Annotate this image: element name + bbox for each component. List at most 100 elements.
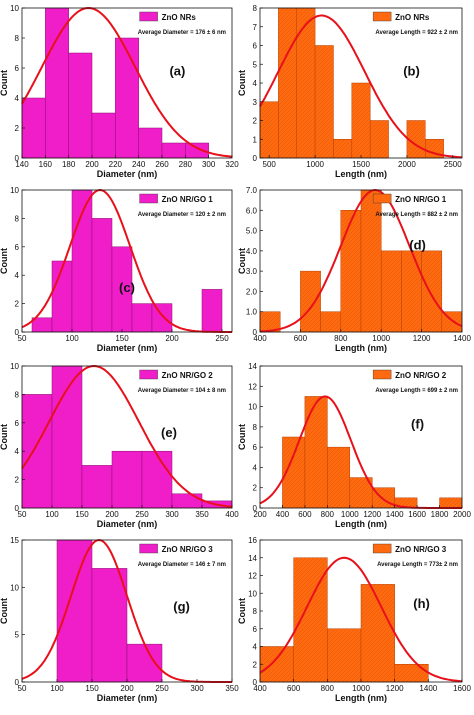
x-tick-label: 160 [39,160,53,169]
bar [111,450,143,509]
bar [201,289,223,333]
legend-label: ZnO NRs [162,13,197,22]
bar-hatch [327,447,350,508]
average-annotation: Average Diameter = 146 ± 7 nm [138,562,226,568]
bar [151,303,173,333]
y-tick-label: 7 [253,23,258,32]
legend-label: ZnO NR/GO 3 [162,545,214,554]
y-tick-label: 2 [15,124,20,133]
x-tick-label: 600 [298,510,312,519]
fit-curve [21,6,233,158]
legend-swatch [139,193,158,204]
bar-hatch [327,628,361,682]
panel-h: 400 600 800 1000 1200 1400 1600 0 2 4 6 8 10 12 14 16 Le… [237,536,471,703]
legend-label: ZnO NR/GO 1 [162,195,214,204]
bar-hatch [282,437,305,508]
panel-label: (e) [161,425,177,440]
x-tick-label: 50 [18,510,27,519]
y-tick-label: 7.0 [246,186,258,195]
x-axis-title: Length (nm) [335,519,387,529]
bar-hatch [361,190,382,332]
plot-frame [259,189,463,333]
x-tick-label: 200 [85,160,99,169]
x-tick-label: 220 [109,160,123,169]
y-tick-label: 6 [15,419,20,428]
bar-hatch [421,250,442,332]
legend-swatch [139,11,158,22]
fit-curve [21,188,232,333]
bar [171,493,203,509]
y-tick-label: 10 [10,4,19,13]
bar-hatch [439,497,462,508]
x-tick-label: 2000 [453,510,471,519]
x-tick-label: 50 [18,684,27,693]
x-axis-title: Diameter (nm) [97,693,158,703]
bar [131,303,153,333]
average-annotation: Average Length = 922 ± 2 nm [375,30,458,36]
bar-hatch [320,311,341,332]
x-tick-label: 350 [225,684,239,693]
y-tick-label: 16 [248,536,257,545]
y-tick-label: 15 [10,536,19,545]
y-tick-label: 6 [253,443,258,452]
x-tick-label: 1500 [352,160,370,169]
panel-a: 140 160 180 200 220 240 260 280 300 320 0 2 4 6 8 10 Dia… [0,4,239,179]
y-axis-title: Count [237,248,247,274]
y-tick-label: 4 [253,79,258,88]
bar [56,539,93,683]
bar [21,97,46,159]
x-tick-label: 1600 [408,510,426,519]
y-axis-title: Count [0,248,9,274]
legend-label: ZnO NR/GO 2 [162,371,214,380]
y-tick-label: 8 [253,4,258,13]
bar-hatch [394,664,429,682]
y-tick-label: 6 [253,42,258,51]
bar-hatch [349,477,373,508]
y-tick-label: 0 [253,328,258,337]
average-annotation: Average Diameter = 104 ± 8 nm [138,388,226,394]
y-tick-label: 10 [10,362,19,371]
bar-hatch [370,120,389,158]
bar-hatch [425,139,444,158]
panel-f: 200 400 600 800 1000 1200 1400 1600 1800 2000 0 2 4 6… [237,362,471,529]
plot-frame [21,189,233,333]
x-tick-label: 1200 [413,334,431,343]
x-tick-label: 400 [253,334,267,343]
x-tick-label: 1000 [341,510,359,519]
x-tick-label: 1800 [431,510,449,519]
x-tick-label: 350 [195,510,209,519]
bar [91,112,116,159]
bar [31,317,53,333]
bar [91,568,128,683]
legend-swatch [372,11,392,22]
y-tick-label: 8 [253,607,258,616]
x-tick-label: 300 [202,160,216,169]
y-tick-label: 12 [248,382,257,391]
y-tick-label: 8 [253,423,258,432]
x-tick-label: 150 [85,684,99,693]
average-annotation: Average Diameter = 176 ± 6 nm [138,30,226,36]
x-tick-label: 50 [18,334,27,343]
panel-d: 400 600 800 1000 1200 1400 0 1.0 2.0 3.0 4.0 5.0 6.0… [237,186,471,353]
y-tick-label: 8 [15,34,20,43]
bar-hatch [315,45,334,158]
x-tick-label: 400 [253,684,267,693]
x-tick-label: 400 [276,510,290,519]
x-tick-label: 1400 [419,684,437,693]
y-tick-label: 10 [10,583,19,592]
x-axis-title: Diameter (nm) [97,343,158,353]
bar [126,643,163,683]
y-axis-title: Count [0,598,9,624]
y-tick-label: 14 [248,362,257,371]
x-tick-label: 280 [179,160,193,169]
bar [115,37,139,159]
x-tick-label: 800 [321,684,335,693]
x-tick-label: 300 [165,510,179,519]
plot-frame [259,365,463,509]
plot-frame [21,7,233,159]
bar-hatch [296,8,316,158]
bar [141,450,173,509]
x-tick-label: 1000 [352,684,370,693]
x-tick-label: 200 [253,510,267,519]
bar [81,465,113,509]
